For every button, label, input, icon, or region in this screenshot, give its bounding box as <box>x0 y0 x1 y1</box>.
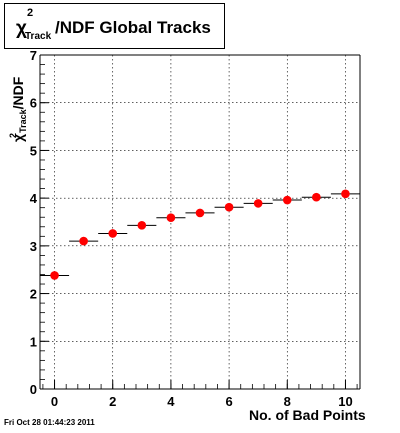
axes <box>39 54 361 390</box>
y-tick-label: 0 <box>30 382 37 397</box>
y-axis-label-sup: 2 <box>8 132 18 138</box>
chart-title-box: χ 2 Track /NDF Global Tracks <box>4 3 225 49</box>
data-point <box>137 221 147 230</box>
data-point <box>166 213 176 223</box>
grid <box>40 55 360 389</box>
x-tick-label: 6 <box>225 394 232 409</box>
data-point <box>282 195 292 205</box>
title-subscript: Track <box>25 31 52 42</box>
y-tick-label: 5 <box>30 143 37 158</box>
x-tick-label: 0 <box>51 394 58 409</box>
timestamp: Fri Oct 28 01:44:23 2011 <box>4 418 95 427</box>
data-point <box>312 192 321 202</box>
y-tick-label: 4 <box>30 191 38 206</box>
title-chi-symbol: χ <box>16 18 27 39</box>
tick-labels: 0 1 2 3 4 5 6 7 0 2 4 6 8 10 <box>30 48 353 409</box>
x-tick-label: 4 <box>167 394 175 409</box>
data-point <box>79 236 88 246</box>
data-point <box>50 271 59 280</box>
data-points <box>50 189 350 280</box>
x-axis-label: No. of Bad Points <box>249 407 366 423</box>
data-point <box>253 199 263 208</box>
y-tick-label: 3 <box>30 239 37 254</box>
x-tick-label: 10 <box>338 394 352 409</box>
x-tick-label: 8 <box>284 394 291 409</box>
y-axis-label-sub: Track <box>18 109 28 133</box>
y-tick-label: 7 <box>30 48 37 63</box>
bin-lines <box>40 193 360 276</box>
y-tick-label: 1 <box>30 334 37 349</box>
x-tick-label: 2 <box>109 394 116 409</box>
data-point <box>224 202 234 212</box>
title-superscript: 2 <box>27 7 34 19</box>
data-point <box>108 229 118 238</box>
y-axis-label-rest: /NDF <box>10 76 26 110</box>
y-axis-label: χ2Track/NDF <box>8 62 30 142</box>
data-point <box>195 208 205 218</box>
data-point <box>341 189 350 199</box>
y-tick-label: 6 <box>30 96 37 111</box>
chart-title: /NDF Global Tracks <box>55 18 211 37</box>
y-tick-label: 2 <box>30 287 37 302</box>
